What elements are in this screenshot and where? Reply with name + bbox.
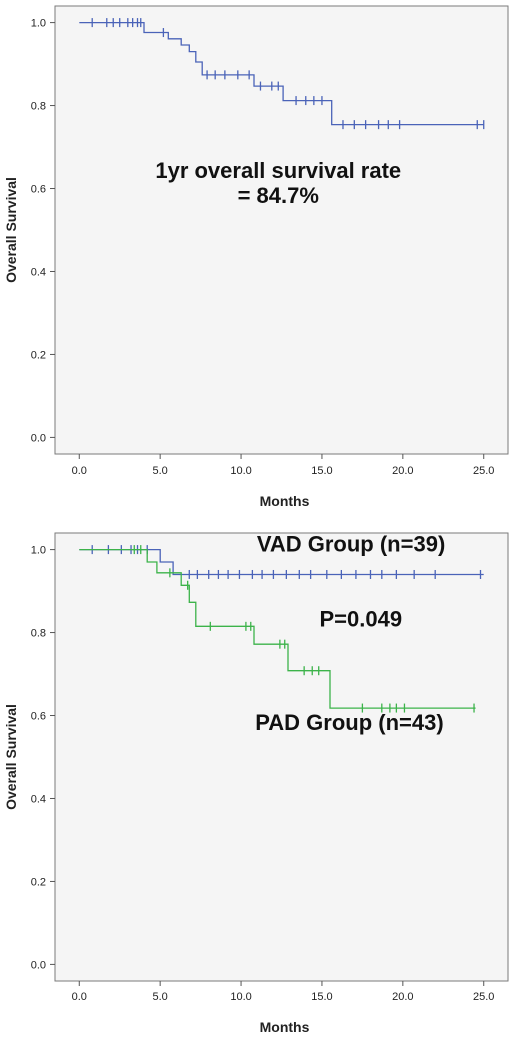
series-label: PAD Group (n=43) xyxy=(255,710,443,735)
x-tick-label: 0.0 xyxy=(72,991,87,1003)
survival-chart-by-group: 0.0 5.0 10.0 15.0 20.0 25.0 0.0 0.2 0.4 0.6 0.8 1.0… xyxy=(3,532,509,1035)
x-tick-label: 5.0 xyxy=(153,465,168,477)
y-tick-label: 1.0 xyxy=(31,545,46,557)
x-tick-label: 10.0 xyxy=(230,465,251,477)
y-tick-label: 0.0 xyxy=(31,959,46,971)
y-tick-label: 0.2 xyxy=(31,349,46,361)
y-axis-label: Overall Survival xyxy=(3,177,19,283)
y-axis-label: Overall Survival xyxy=(3,704,19,810)
x-tick-label: 10.0 xyxy=(230,991,251,1003)
y-tick-label: 0.8 xyxy=(31,101,46,113)
x-tick-label: 0.0 xyxy=(72,465,87,477)
survival-curve xyxy=(79,21,484,126)
y-tick-label: 0.4 xyxy=(31,793,46,805)
y-tick-label: 0.8 xyxy=(31,628,46,640)
plot-area xyxy=(54,532,509,982)
y-tick-label: 1.0 xyxy=(31,18,46,30)
x-tick-label: 15.0 xyxy=(311,991,332,1003)
y-tick-label: 0.4 xyxy=(31,266,46,278)
plot-area xyxy=(54,5,509,455)
y-tick-label: 0.2 xyxy=(31,876,46,888)
x-tick-label: 25.0 xyxy=(473,465,494,477)
x-tick-label: 5.0 xyxy=(153,991,168,1003)
x-tick-label: 15.0 xyxy=(311,465,332,477)
series-label: VAD Group (n=39) xyxy=(257,532,445,557)
x-tick-label: 20.0 xyxy=(392,465,413,477)
survival-chart-overall: 0.0 5.0 10.0 15.0 20.0 25.0 0.0 0.2 0.4 0.6 0.8 1.0… xyxy=(3,5,509,509)
x-axis-label: Months xyxy=(260,493,310,509)
x-axis-label: Months xyxy=(260,1019,310,1035)
survival-curve xyxy=(79,548,476,709)
y-tick-label: 0.6 xyxy=(31,711,46,723)
annotation-text: = 84.7% xyxy=(238,183,319,208)
annotation-text: P=0.049 xyxy=(319,606,402,631)
y-tick-label: 0.0 xyxy=(31,432,46,444)
x-tick-label: 20.0 xyxy=(392,991,413,1003)
annotation-text: 1yr overall survival rate xyxy=(155,158,401,183)
y-tick-label: 0.6 xyxy=(31,184,46,196)
x-tick-label: 25.0 xyxy=(473,991,494,1003)
